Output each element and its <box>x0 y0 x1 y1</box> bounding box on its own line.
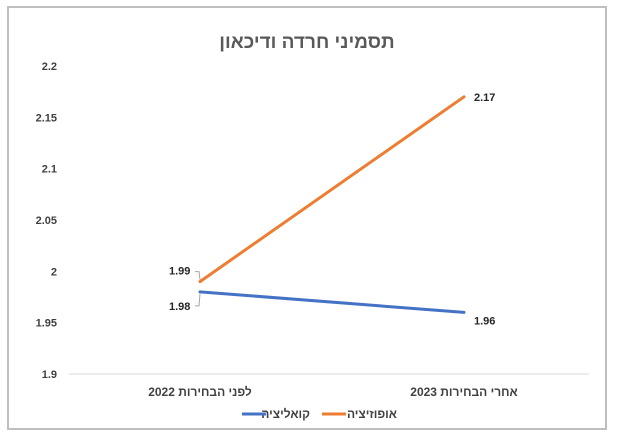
legend: אופוזיציה קואליציה <box>242 407 397 421</box>
y-axis-ticks: 1.9 1.95 2 2.05 2.1 2.15 2.2 <box>36 61 57 381</box>
y-tick-label: 2 <box>51 266 57 278</box>
legend-label-coalition: קואליציה <box>261 407 310 421</box>
leader-line <box>195 293 201 307</box>
x-category-label: לפני הבחירות 2022 <box>148 385 252 399</box>
data-label: 1.99 <box>169 266 190 278</box>
leader-line <box>195 271 201 280</box>
y-tick-label: 1.9 <box>42 369 57 381</box>
data-label: 2.17 <box>474 92 495 104</box>
y-tick-label: 2.2 <box>42 61 57 73</box>
y-tick-label: 1.95 <box>36 318 57 330</box>
data-label: 1.98 <box>169 301 190 313</box>
series-line-opposition <box>198 95 466 284</box>
chart-frame: תסמיני חרדה ודיכאון 1.9 1.95 2 2.05 2.1 2.15 2… <box>7 6 607 430</box>
series-line-coalition <box>198 290 466 314</box>
data-labels: 1.99 2.17 1.98 1.96 <box>169 92 495 328</box>
data-label: 1.96 <box>474 315 495 327</box>
chart-title: תסמיני חרדה ודיכאון <box>219 32 394 53</box>
line-chart: תסמיני חרדה ודיכאון 1.9 1.95 2 2.05 2.1 2.15 2… <box>36 32 589 421</box>
y-tick-label: 2.05 <box>36 215 57 227</box>
series-lines <box>198 95 466 314</box>
x-category-label: אחרי הבחירות 2023 <box>410 385 517 399</box>
legend-label-opposition: אופוזיציה <box>347 407 397 421</box>
y-tick-label: 2.15 <box>36 112 57 124</box>
x-axis-labels: לפני הבחירות 2022 אחרי הבחירות 2023 <box>148 385 518 399</box>
y-tick-label: 2.1 <box>42 164 57 176</box>
